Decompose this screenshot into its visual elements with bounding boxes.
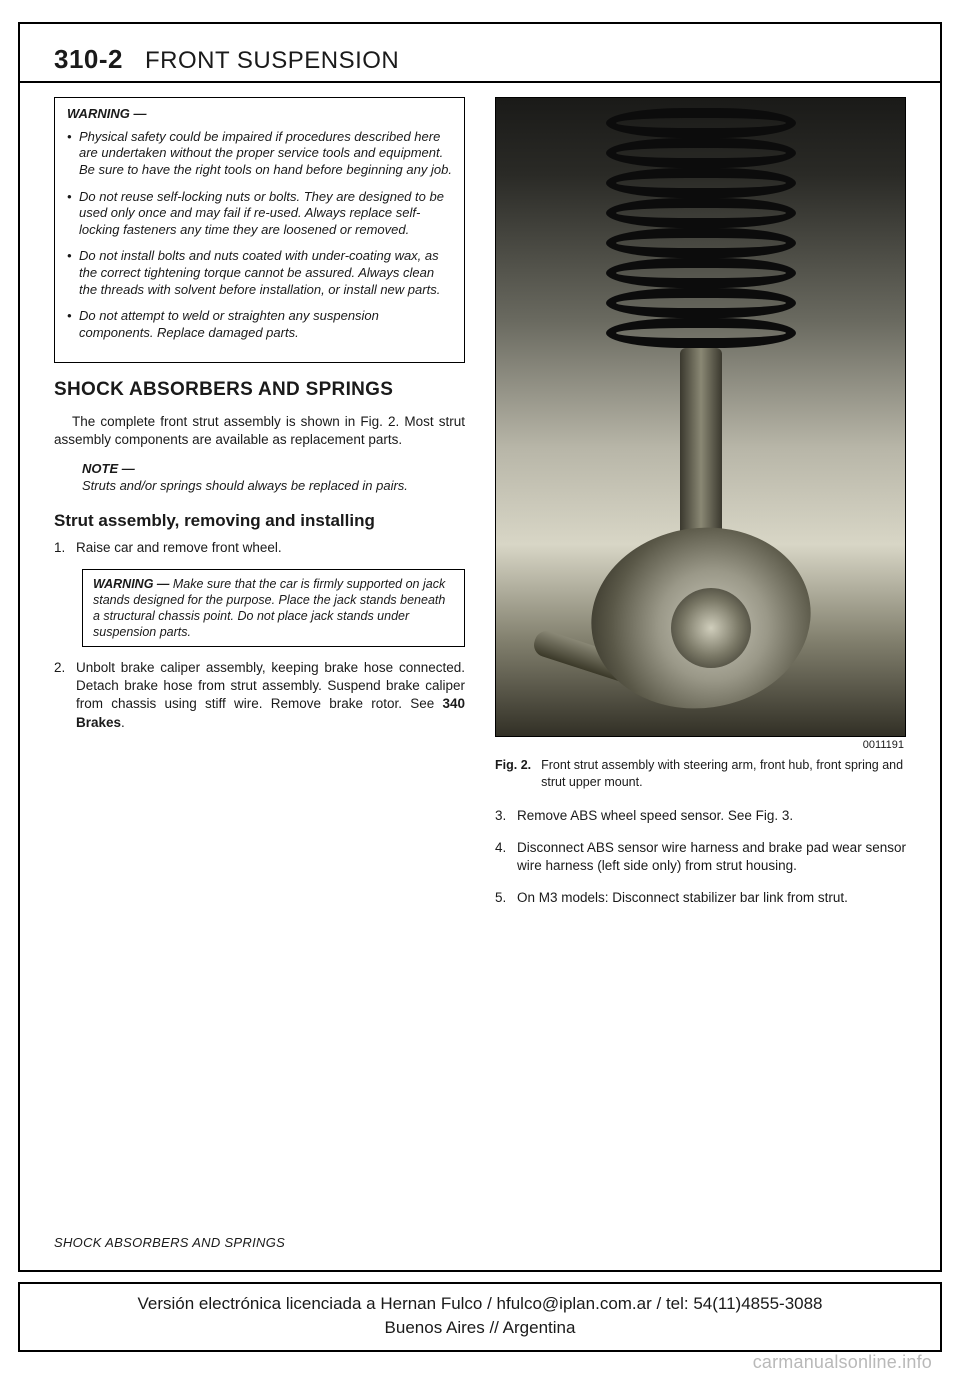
step-5: On M3 models: Disconnect stabilizer bar … (495, 889, 906, 907)
figure-id: 0011191 (495, 739, 904, 751)
page-title: FRONT SUSPENSION (145, 47, 399, 75)
page-frame: 310-2 FRONT SUSPENSION WARNING — Physica… (18, 22, 942, 1272)
figure-image (495, 97, 906, 737)
right-column: 0011191 Fig. 2. Front strut assembly wit… (495, 97, 906, 922)
step-3: Remove ABS wheel speed sensor. See Fig. … (495, 807, 906, 825)
warning-item: Do not reuse self-locking nuts or bolts.… (67, 189, 452, 239)
warning-box: WARNING — Physical safety could be impai… (54, 97, 465, 363)
note-block: NOTE — Struts and/or springs should alwa… (82, 461, 465, 495)
subsection-heading: Strut assembly, removing and installing (54, 511, 465, 531)
page-header: 310-2 FRONT SUSPENSION (20, 24, 940, 83)
warning-list: Physical safety could be impaired if pro… (67, 129, 452, 342)
step-4: Disconnect ABS sensor wire harness and b… (495, 839, 906, 875)
warning-heading: WARNING — (67, 106, 146, 121)
step-1: Raise car and remove front wheel. (54, 539, 465, 557)
page-footer: SHOCK ABSORBERS AND SPRINGS (54, 1235, 285, 1250)
figure-caption: Fig. 2. Front strut assembly with steeri… (495, 757, 906, 791)
note-body: Struts and/or springs should always be r… (82, 478, 465, 495)
license-line-2: Buenos Aires // Argentina (30, 1316, 930, 1340)
procedure-steps-cont: Unbolt brake caliper assembly, keeping b… (54, 659, 465, 732)
figure-caption-text: Front strut assembly with steering arm, … (541, 757, 906, 791)
section-heading: SHOCK ABSORBERS AND SPRINGS (54, 379, 465, 401)
inline-warning-box: WARNING — Make sure that the car is firm… (82, 569, 465, 647)
cross-ref: 340 Brakes (76, 696, 465, 729)
figure-label: Fig. 2. (495, 757, 531, 791)
content-columns: WARNING — Physical safety could be impai… (20, 97, 940, 922)
license-line-1: Versión electrónica licenciada a Hernan … (30, 1292, 930, 1316)
right-steps: Remove ABS wheel speed sensor. See Fig. … (495, 807, 906, 908)
warning-item: Do not install bolts and nuts coated wit… (67, 248, 452, 298)
warning-item: Physical safety could be impaired if pro… (67, 129, 452, 179)
hub-graphic (551, 518, 851, 718)
intro-paragraph: The complete front strut assembly is sho… (54, 413, 465, 449)
license-box: Versión electrónica licenciada a Hernan … (18, 1282, 942, 1352)
warning-item: Do not attempt to weld or straighten any… (67, 308, 452, 341)
page-number: 310-2 (54, 44, 123, 75)
watermark-text: carmanualsonline.info (753, 1352, 932, 1373)
note-heading: NOTE — (82, 461, 465, 478)
hub-center-graphic (671, 588, 751, 668)
step-2: Unbolt brake caliper assembly, keeping b… (54, 659, 465, 732)
spring-graphic (606, 108, 796, 368)
inline-warning-heading: WARNING — (93, 577, 169, 591)
left-column: WARNING — Physical safety could be impai… (54, 97, 465, 922)
procedure-steps: Raise car and remove front wheel. (54, 539, 465, 557)
